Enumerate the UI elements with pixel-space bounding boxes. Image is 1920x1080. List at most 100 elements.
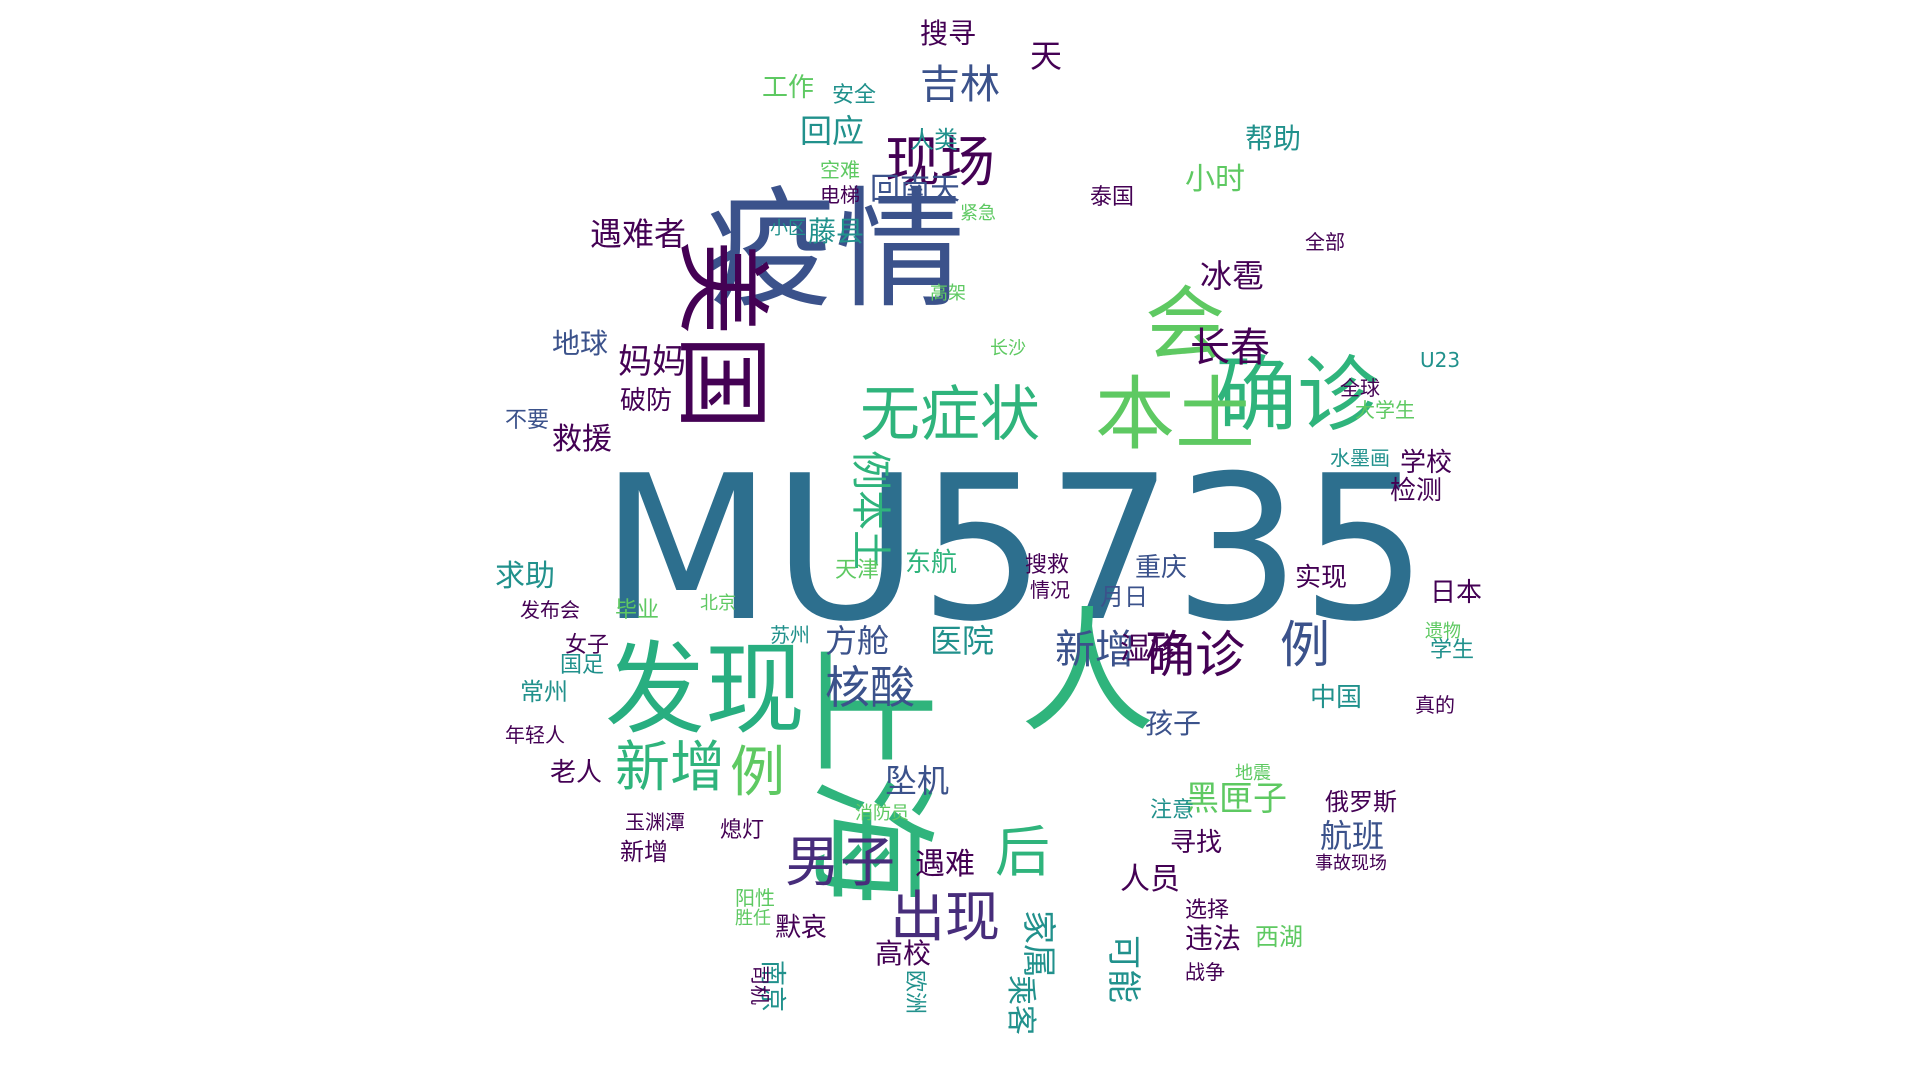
word-hangban: 航班: [1320, 817, 1385, 855]
word-huiying: 回应: [800, 112, 865, 150]
word-tengxian: 藤县: [808, 215, 865, 248]
word-faxian: 发现: [605, 631, 805, 748]
word-mo-ai: 默哀: [775, 913, 828, 943]
word-quezhen-big: 确诊: [1215, 348, 1380, 443]
word-chongqing: 重庆: [1135, 553, 1188, 583]
word-u23-1: U23: [1420, 348, 1461, 372]
word-li-2: 例: [1280, 616, 1330, 674]
word-soujiu: 搜救: [1025, 553, 1070, 578]
word-hesuan: 核酸: [825, 661, 916, 714]
word-zhuiji: 坠机: [885, 762, 950, 800]
word-quezhen-2: 确诊: [1145, 626, 1245, 684]
word-xinzeng-3: 新增: [620, 838, 668, 866]
word-keneng: 可能: [1103, 935, 1143, 1003]
word-weifa: 违法: [1185, 922, 1242, 955]
word-taiguo: 泰国: [1090, 185, 1135, 210]
word-zhuyi: 注意: [1150, 798, 1195, 823]
word-xuexiao: 学校: [1400, 448, 1453, 478]
word-jinji: 紧急: [960, 203, 996, 224]
word-zhende: 真的: [1415, 693, 1455, 717]
word-xiaoshi: 小时: [1185, 162, 1245, 197]
word-yiwu: 遗物: [1425, 621, 1461, 642]
word-dianti: 电梯: [820, 183, 860, 207]
word-gaojia: 高架: [930, 283, 966, 304]
word-libentu: 例本土: [847, 450, 893, 570]
word-yuyuantan: 玉渊潭: [625, 810, 685, 834]
word-quanbu: 全部: [1305, 230, 1345, 254]
word-diqiu: 地球: [552, 327, 609, 360]
word-shixian: 实现: [1295, 563, 1348, 593]
word-yunanzhe: 遇难者: [590, 215, 687, 253]
word-xiaofangyuan: 消防员: [855, 803, 909, 824]
word-li-1: 例: [730, 740, 786, 804]
word-suzhou: 苏州: [770, 623, 810, 647]
word-heixiazi: 黑匣子: [1185, 779, 1287, 819]
word-riben: 日本: [1430, 578, 1483, 608]
word-jiashu: 家属: [1018, 910, 1058, 978]
word-ren: 人: [1020, 594, 1155, 751]
word-ouzhou: 欧洲: [902, 970, 927, 1015]
word-zhongguo: 中国: [1310, 683, 1363, 713]
word-renyuan-1: 人员: [1120, 862, 1180, 897]
word-nanzi: 男子: [785, 830, 896, 894]
word-xunzhao: 寻找: [1170, 828, 1223, 858]
word-buyao: 不要: [505, 408, 550, 433]
word-xiaoqu: 小区: [770, 218, 806, 239]
word-mu5735: MU5735: [600, 433, 1428, 666]
word-hui: 会: [1145, 278, 1225, 371]
word-xinzeng-2: 新增: [1055, 627, 1135, 673]
word-xuanze: 选择: [1185, 898, 1230, 923]
word-yueri: 月日: [1100, 583, 1148, 611]
word-huinantian: 回南天: [870, 172, 960, 207]
word-shuimohua: 水墨画: [1330, 446, 1390, 470]
word-shiguxianchang: 事故现场: [1315, 853, 1387, 874]
word-tianjin: 天津: [835, 558, 880, 583]
word-hou: 后: [995, 820, 1051, 884]
word-fabuhui: 发布会: [520, 598, 580, 622]
word-jilin: 吉林: [920, 62, 1000, 108]
word-pofang: 破防: [620, 386, 673, 416]
word-xideng: 熄灯: [720, 818, 765, 843]
word-yiyuan: 医院: [930, 622, 995, 660]
word-qingkuang: 情况: [1030, 578, 1070, 602]
word-jiance: 检测: [1390, 476, 1443, 506]
word-haizi: 孩子: [1145, 707, 1202, 740]
word-shengren: 胜任: [735, 908, 771, 929]
word-renlei: 人类: [910, 126, 958, 154]
word-daxuesheng: 大学生: [1355, 398, 1415, 422]
word-nvzi: 女子: [565, 633, 610, 658]
word-changchun: 长春: [1190, 325, 1270, 371]
word-anquan: 安全: [832, 83, 877, 108]
word-mama: 妈妈: [618, 342, 686, 382]
word-bingbao: 冰雹: [1200, 257, 1265, 295]
word-chuxian: 出现: [890, 885, 1001, 949]
word-changzhou: 常州: [520, 678, 568, 706]
word-laoren: 老人: [550, 758, 603, 788]
word-bentu-big: 本土: [1095, 368, 1255, 461]
word-yunan: 遇难: [915, 847, 975, 882]
word-qiuzhu: 求助: [495, 559, 555, 594]
word-xuesheng: 学生: [1430, 638, 1475, 663]
word-siji: 司机: [748, 965, 772, 1005]
word-jiuyuan: 救援: [552, 422, 612, 457]
word-eluosi: 俄罗斯: [1325, 788, 1397, 816]
word-xihu: 西湖: [1255, 923, 1303, 951]
word-gongzuo: 工作: [762, 73, 815, 103]
word-wuzhengzhuang: 无症状: [860, 380, 1040, 450]
word-changsha: 长沙: [990, 338, 1026, 359]
word-meiguo: 美国: [666, 240, 776, 431]
word-tian: 天: [1030, 37, 1063, 75]
word-biye: 毕业: [615, 598, 660, 623]
word-souxun-1: 搜寻: [920, 17, 977, 50]
word-yangxing: 阳性: [735, 886, 775, 910]
word-beijing: 北京: [700, 593, 736, 614]
word-guozu: 国足: [560, 653, 605, 678]
word-chengke: 乘客: [1003, 975, 1038, 1035]
word-bangzhu: 帮助: [1245, 122, 1302, 155]
word-xianchang: 现场: [885, 130, 996, 194]
word-gaoxiao: 高校: [875, 937, 932, 970]
word-fangcang: 方舱: [825, 622, 890, 660]
word-xinzeng-1: 新增: [615, 735, 726, 799]
word-dizhen: 地震: [1235, 763, 1271, 784]
